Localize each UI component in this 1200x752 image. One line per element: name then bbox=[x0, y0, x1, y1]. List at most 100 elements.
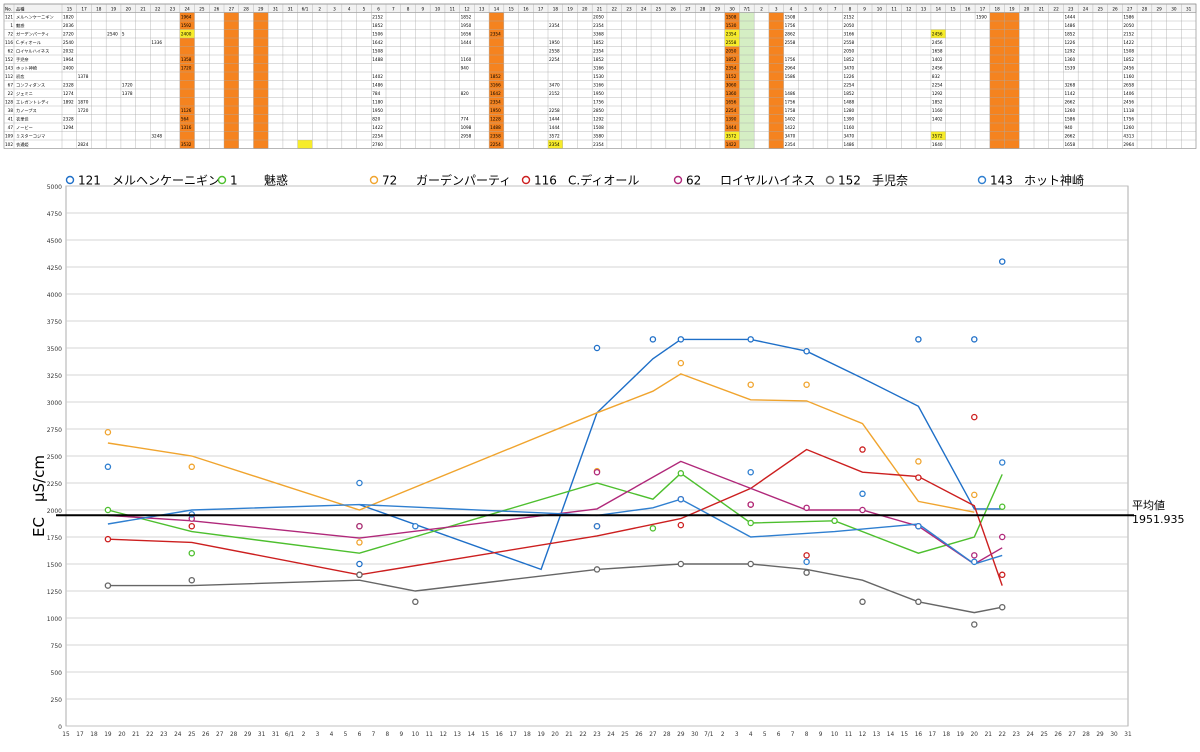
data-point-1 bbox=[747, 519, 754, 527]
legend-name-1: 魅惑 bbox=[264, 173, 288, 188]
legend-marker-121 bbox=[65, 175, 75, 185]
y-tick-label: 2000 bbox=[47, 508, 62, 515]
data-point-72 bbox=[677, 359, 685, 367]
table-cell: 4313 bbox=[1123, 134, 1134, 139]
table-row-no: 72 bbox=[8, 32, 14, 37]
table-cell: 2456 bbox=[932, 66, 943, 71]
table-cell: 1852 bbox=[1064, 32, 1075, 37]
cell-highlight bbox=[930, 29, 946, 38]
data-point-152 bbox=[998, 603, 1006, 611]
table-cell: 1508 bbox=[726, 15, 737, 20]
data-point-152 bbox=[803, 569, 810, 576]
table-header-day: 15 bbox=[67, 6, 73, 11]
table-cell: 1852 bbox=[932, 100, 943, 105]
table-row-name: メルヘンケーニギン bbox=[16, 14, 54, 20]
table-header-day: 18 bbox=[553, 6, 559, 11]
x-tick-label: 10 bbox=[412, 732, 420, 738]
table-cell: 1486 bbox=[372, 83, 383, 88]
table-header-day: 23 bbox=[1068, 6, 1074, 11]
table-cell: 1508 bbox=[593, 125, 604, 130]
table-cell: 2662 bbox=[1064, 100, 1075, 105]
table-cell: 1592 bbox=[181, 23, 192, 28]
x-tick-label: 22 bbox=[146, 732, 154, 738]
table-cell: 1656 bbox=[461, 32, 472, 37]
table-header-day: 14 bbox=[936, 6, 942, 11]
data-point-121 bbox=[677, 336, 685, 343]
table-cell: 3166 bbox=[593, 83, 604, 88]
table-cell: 2720 bbox=[63, 32, 74, 37]
table-header-no: No. bbox=[5, 6, 12, 11]
table-row-no: 38 bbox=[8, 108, 14, 113]
x-tick-label: 16 bbox=[915, 732, 923, 738]
data-point-152 bbox=[104, 582, 112, 589]
table-cell: 2400 bbox=[181, 32, 192, 37]
legend-marker-152 bbox=[825, 175, 835, 185]
table-cell: 832 bbox=[932, 74, 940, 79]
table-header-day: 6 bbox=[377, 6, 380, 11]
table-header-day: 14 bbox=[494, 6, 500, 11]
table-row-name: コンフィダンス bbox=[16, 82, 45, 89]
x-tick-label: 18 bbox=[943, 732, 951, 738]
table-cell: 1160 bbox=[932, 108, 943, 113]
table-cell: 2540 bbox=[63, 40, 74, 45]
table-cell: 1852 bbox=[726, 57, 737, 62]
data-point-1 bbox=[998, 503, 1006, 511]
table-cell: 2328 bbox=[63, 83, 74, 88]
table-cell: 2850 bbox=[593, 108, 604, 113]
table-cell: 2254 bbox=[549, 57, 560, 62]
table-cell: 3470 bbox=[844, 134, 855, 139]
table-cell: 1870 bbox=[78, 100, 89, 105]
table-header-day: 25 bbox=[656, 6, 662, 11]
table-row-no: 62 bbox=[8, 49, 14, 54]
legend-name-152: 手児奈 bbox=[872, 174, 908, 188]
x-tick-label: 28 bbox=[230, 732, 238, 738]
legend-name-116: C.ディオール bbox=[568, 173, 639, 188]
table-cell: 1444 bbox=[726, 125, 737, 130]
table-row-no: 143 bbox=[5, 66, 13, 71]
table-header-day: 4 bbox=[790, 6, 793, 11]
data-point-143 bbox=[859, 490, 866, 498]
data-point-143 bbox=[998, 459, 1006, 466]
table-cell: 1390 bbox=[844, 117, 855, 122]
table-header-day: 15 bbox=[509, 6, 515, 11]
data-point-116 bbox=[998, 571, 1006, 579]
x-tick-label: 11 bbox=[845, 732, 853, 738]
table-header-day: 10 bbox=[435, 6, 441, 11]
table-cell: 1486 bbox=[785, 91, 796, 96]
cell-highlight bbox=[724, 38, 740, 47]
table-cell: 3368 bbox=[593, 32, 604, 37]
ec-chart-svg: 0250500750100012501500175020002250250027… bbox=[30, 173, 1185, 739]
table-cell: 1486 bbox=[1064, 23, 1075, 28]
x-tick-label: 22 bbox=[579, 732, 587, 738]
table-header-day: 8 bbox=[407, 6, 410, 11]
data-point-116 bbox=[803, 552, 810, 559]
table-cell: 1530 bbox=[726, 23, 737, 28]
table-cell: 2354 bbox=[593, 142, 604, 147]
data-point-62 bbox=[356, 522, 363, 530]
data-point-1 bbox=[831, 517, 838, 525]
x-tick-label: 23 bbox=[160, 732, 168, 738]
data-point-152 bbox=[747, 560, 754, 568]
data-point-143 bbox=[971, 558, 978, 566]
data-point-62 bbox=[593, 468, 601, 476]
table-cell: 1360 bbox=[1064, 57, 1075, 62]
table-header-day: 18 bbox=[96, 6, 102, 11]
table-header-day: 17 bbox=[538, 6, 544, 11]
data-point-1 bbox=[677, 470, 685, 477]
y-tick-label: 2500 bbox=[47, 454, 62, 461]
table-cell: 2050 bbox=[726, 49, 737, 54]
table-cell: 1152 bbox=[726, 74, 737, 79]
table-header-day: 28 bbox=[243, 6, 249, 11]
table-cell: 1756 bbox=[785, 23, 796, 28]
table-cell: 3572 bbox=[932, 134, 943, 139]
data-point-121 bbox=[356, 560, 363, 568]
legend-id-152: 152 bbox=[838, 174, 861, 188]
data-point-72 bbox=[747, 381, 754, 388]
table-cell: 1852 bbox=[461, 15, 472, 20]
table-cell: 1852 bbox=[372, 23, 383, 28]
table-cell: 1444 bbox=[549, 125, 560, 130]
series-line-152 bbox=[107, 563, 1003, 614]
table-row-no: 47 bbox=[8, 125, 14, 130]
x-tick-label: 27 bbox=[216, 732, 224, 738]
table-cell: 820 bbox=[461, 91, 469, 96]
